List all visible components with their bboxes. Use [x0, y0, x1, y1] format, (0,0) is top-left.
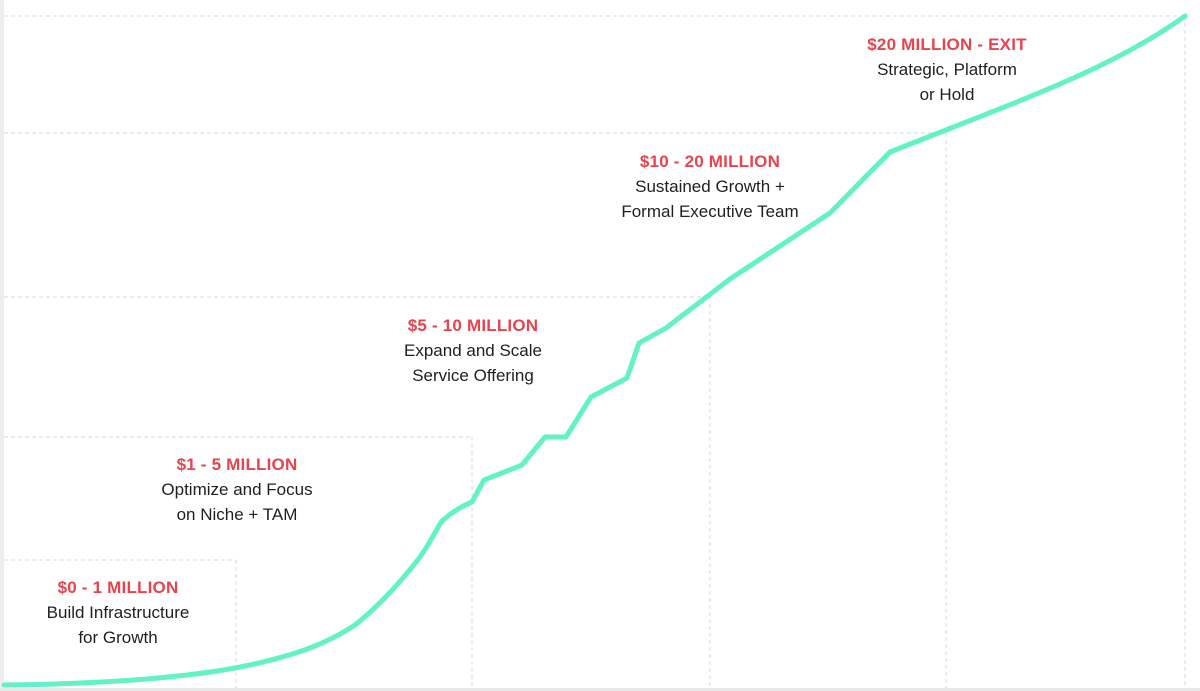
stage-5-description-line-1: Strategic, Platform — [877, 60, 1017, 79]
stage-3-label: $5 - 10 MILLION Expand and Scale Service… — [363, 313, 583, 388]
stage-2-title: $1 - 5 MILLION — [176, 455, 298, 474]
stage-2-description-line-2: on Niche + TAM — [176, 505, 298, 524]
stage-4-label: $10 - 20 MILLION Sustained Growth + Form… — [590, 149, 830, 224]
stage-1-description-line-2: for Growth — [78, 628, 158, 647]
stage-4-title: $10 - 20 MILLION — [639, 152, 781, 171]
stage-5-label: $20 MILLION - EXIT Strategic, Platform o… — [837, 32, 1057, 107]
stage-5-description-line-2: or Hold — [919, 85, 975, 104]
stage-2-description-line-1: Optimize and Focus — [161, 480, 313, 499]
stage-3-title: $5 - 10 MILLION — [407, 316, 539, 335]
stage-4-description-line-2: Formal Executive Team — [621, 202, 799, 221]
stage-1-label: $0 - 1 MILLION Build Infrastructure for … — [13, 575, 223, 650]
stage-5-title: $20 MILLION - EXIT — [867, 35, 1027, 54]
growth-curve — [1, 13, 1188, 688]
stage-grid — [4, 15, 1186, 688]
stage-3-description-line-1: Expand and Scale — [404, 341, 542, 360]
stage-2-label: $1 - 5 MILLION Optimize and Focus on Nic… — [127, 452, 347, 527]
left-border — [0, 0, 4, 691]
stage-4-description-line-1: Sustained Growth + — [635, 177, 785, 196]
stage-3-description-line-2: Service Offering — [412, 366, 534, 385]
stage-1-title: $0 - 1 MILLION — [57, 578, 179, 597]
bottom-border — [0, 688, 1200, 691]
stage-1-description-line-1: Build Infrastructure — [46, 603, 190, 622]
